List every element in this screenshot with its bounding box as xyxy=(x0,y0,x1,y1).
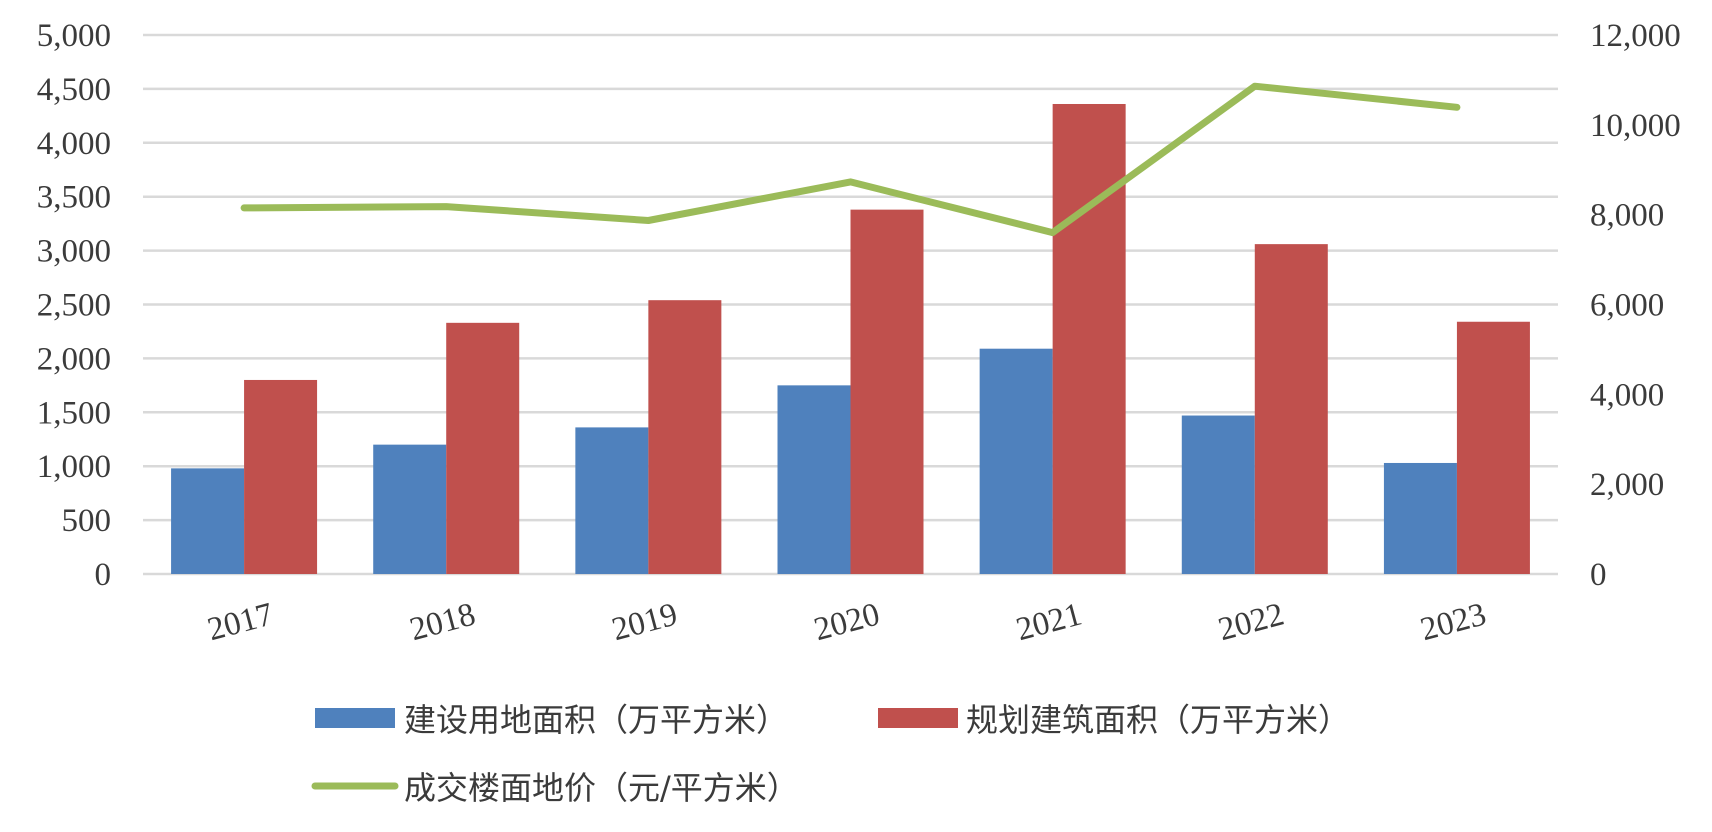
left-axis-tick-label: 0 xyxy=(95,557,112,593)
right-axis-tick-label: 0 xyxy=(1590,557,1607,593)
left-axis-tick-label: 4,500 xyxy=(37,72,111,108)
bar-floor-area xyxy=(446,322,520,574)
legend-item: 成交楼面地价（元/平方米） xyxy=(311,769,799,807)
right-axis-tick-label: 10,000 xyxy=(1590,108,1681,144)
left-axis-tick-label: 3,500 xyxy=(37,180,111,216)
left-axis-tick-label: 4,000 xyxy=(37,126,111,162)
legend-label: 建设用地面积（万平方米） xyxy=(404,701,788,739)
left-y-axis: 0 500 1,000 1,500 2,000 2,500 3,000 3,500 4,000 4… xyxy=(37,18,111,593)
x-axis-tick-label: 2020 xyxy=(810,596,883,648)
right-axis-tick-label: 12,000 xyxy=(1590,18,1681,54)
right-axis-tick-label: 4,000 xyxy=(1590,377,1664,413)
left-axis-tick-label: 3,000 xyxy=(37,234,111,270)
line-series xyxy=(240,82,1461,237)
x-axis-tick-label: 2021 xyxy=(1013,596,1086,648)
legend-swatch xyxy=(878,708,958,728)
right-axis-tick-label: 6,000 xyxy=(1590,288,1664,324)
line-land-price xyxy=(240,82,1461,237)
x-axis-tick-label: 2018 xyxy=(406,596,479,648)
left-axis-tick-label: 1,000 xyxy=(37,449,111,485)
legend-label: 规划建筑面积（万平方米） xyxy=(966,701,1350,739)
x-axis-tick-label: 2023 xyxy=(1417,596,1490,648)
x-axis-tick-label: 2017 xyxy=(204,596,277,648)
bar-floor-area xyxy=(1456,321,1530,574)
bar-land-area xyxy=(1181,415,1255,574)
legend-item: 规划建筑面积（万平方米） xyxy=(878,701,1350,739)
bar-land-area xyxy=(979,348,1053,574)
left-axis-tick-label: 2,000 xyxy=(37,341,111,377)
bar-land-area xyxy=(575,427,649,574)
bar-floor-area xyxy=(850,209,924,575)
bar-floor-area xyxy=(1052,103,1126,574)
legend-swatch xyxy=(315,708,395,728)
bar-floor-area xyxy=(1254,244,1328,574)
bar-floor-area xyxy=(244,379,318,574)
x-axis-tick-label: 2019 xyxy=(608,596,681,648)
x-axis-tick-label: 2022 xyxy=(1215,596,1288,648)
bar-series xyxy=(171,103,1530,575)
left-axis-tick-label: 5,000 xyxy=(37,18,111,54)
bar-land-area xyxy=(1383,462,1457,574)
x-axis: 2017 2018 2019 2020 2021 2022 2023 xyxy=(204,596,1490,648)
right-axis-tick-label: 8,000 xyxy=(1590,198,1664,234)
legend-label: 成交楼面地价（元/平方米） xyxy=(404,769,799,807)
right-axis-tick-label: 2,000 xyxy=(1590,467,1664,503)
left-axis-tick-label: 1,500 xyxy=(37,395,111,431)
bar-floor-area xyxy=(648,300,722,574)
bar-land-area xyxy=(171,468,245,574)
legend: 建设用地面积（万平方米） 规划建筑面积（万平方米） 成交楼面地价（元/平方米） xyxy=(311,701,1350,807)
left-axis-tick-label: 500 xyxy=(62,503,112,539)
right-y-axis: 0 2,000 4,000 6,000 8,000 10,000 12,000 xyxy=(1590,18,1681,593)
left-axis-tick-label: 2,500 xyxy=(37,288,111,324)
bar-land-area xyxy=(373,444,447,574)
legend-item: 建设用地面积（万平方米） xyxy=(315,701,788,739)
bar-land-area xyxy=(777,385,851,574)
